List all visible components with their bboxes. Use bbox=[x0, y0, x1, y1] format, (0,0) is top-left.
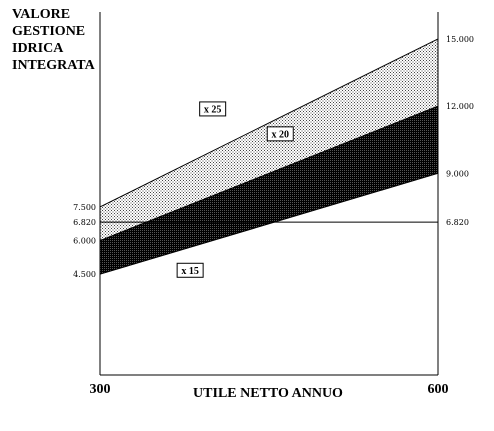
x-tick-label: 600 bbox=[428, 382, 449, 397]
x-axis-title: UTILE NETTO ANNUO bbox=[193, 386, 343, 401]
band-x20-x15 bbox=[100, 106, 438, 275]
y-left-tick-label: 6.820 bbox=[73, 218, 96, 227]
y-right-tick-label: 9.000 bbox=[446, 169, 469, 178]
y-left-tick-label: 7.500 bbox=[73, 203, 96, 212]
y-right-tick-labels: 15.000 12.000 9.000 6.820 bbox=[446, 35, 474, 227]
series-label-frame bbox=[176, 262, 204, 278]
series-line-x25 bbox=[99, 38, 439, 208]
y-right-tick-label: 12.000 bbox=[446, 102, 474, 111]
y-axis-title-line: GESTIONE bbox=[12, 24, 85, 39]
y-right-tick-label: 15.000 bbox=[446, 35, 474, 44]
series-label: x 20 bbox=[272, 129, 290, 140]
x-tick-label: 300 bbox=[90, 382, 111, 397]
series-line-x15 bbox=[99, 172, 439, 275]
y-axis-title-line: IDRICA bbox=[12, 41, 64, 56]
series-label: x 25 bbox=[204, 104, 222, 115]
y-axis-title-line: INTEGRATA bbox=[12, 58, 96, 73]
y-left-tick-label: 4.500 bbox=[73, 270, 96, 279]
series-label-frame bbox=[199, 101, 227, 117]
series-annotations: x 25 x 20 x 15 bbox=[176, 101, 294, 278]
series-label: x 15 bbox=[181, 266, 199, 277]
series-line-x20 bbox=[99, 105, 439, 242]
series-label-box: x 25 bbox=[199, 101, 227, 117]
y-left-tick-label: 6.000 bbox=[73, 237, 96, 246]
y-right-tick-label: 6.820 bbox=[446, 218, 469, 227]
series-label-frame bbox=[266, 126, 294, 142]
y-left-tick-labels: 7.500 6.820 6.000 4.500 bbox=[73, 203, 96, 279]
y-axis-title-line: VALORE bbox=[12, 7, 70, 22]
series-label-box: x 15 bbox=[176, 262, 204, 278]
series-label-box: x 20 bbox=[266, 126, 294, 142]
y-axis-title: VALORE GESTIONE IDRICA INTEGRATA bbox=[12, 7, 96, 73]
